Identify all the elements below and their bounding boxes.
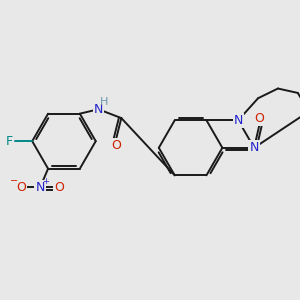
Text: O: O [54,181,64,194]
Text: +: + [42,177,49,186]
Text: N: N [35,181,45,194]
Text: O: O [254,112,264,125]
Text: O: O [111,139,121,152]
Text: −: − [10,176,18,187]
Text: N: N [249,141,259,154]
Text: N: N [233,114,243,127]
Text: H: H [100,97,109,107]
Text: O: O [16,181,26,194]
Text: N: N [94,103,103,116]
Text: F: F [5,135,12,148]
